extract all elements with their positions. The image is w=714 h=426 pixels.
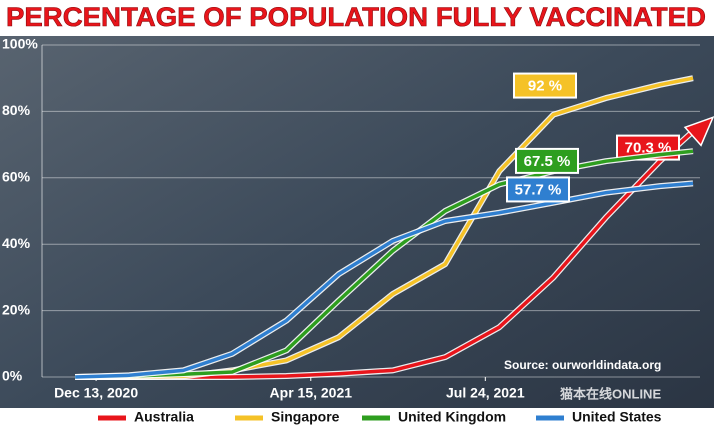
series-line: [75, 181, 694, 379]
value-label-box: [513, 72, 577, 99]
value-label: 57.7 %: [515, 181, 562, 198]
x-tick-label: Apr 15, 2021: [270, 385, 353, 401]
chart-title: PERCENTAGE OF POPULATION FULLY VACCINATE…: [6, 2, 706, 32]
legend-label: Singapore: [271, 409, 340, 425]
title-band: [0, 0, 714, 36]
series-line: [75, 149, 694, 379]
y-tick-label: 40%: [2, 235, 31, 251]
arrow-head: [683, 116, 714, 147]
legend-label: United Kingdom: [398, 409, 506, 425]
source: Source: ourworldindata.org: [504, 358, 661, 372]
watermark: 猫本在线ONLINE: [560, 386, 661, 401]
legend-label: United States: [572, 409, 662, 425]
legend-band: [0, 408, 714, 426]
x-tick-label: Dec 13, 2020: [54, 385, 138, 401]
value-label-box: [506, 176, 570, 203]
y-tick-label: 20%: [2, 301, 31, 317]
x-tick-label: Jul 24, 2021: [446, 385, 525, 401]
value-label-box: [515, 147, 579, 174]
y-tick-label: 0%: [2, 368, 23, 384]
y-tick-label: 100%: [2, 36, 38, 52]
y-tick-label: 60%: [2, 169, 31, 185]
value-label: 67.5 %: [524, 153, 571, 170]
y-tick-label: 80%: [2, 102, 31, 118]
legend-label: Australia: [134, 409, 194, 425]
value-label: 92 %: [528, 78, 562, 95]
